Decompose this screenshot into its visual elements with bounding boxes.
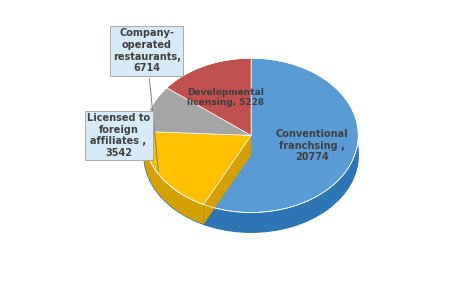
Polygon shape bbox=[204, 135, 251, 224]
Polygon shape bbox=[144, 88, 251, 135]
Polygon shape bbox=[204, 132, 358, 232]
Ellipse shape bbox=[144, 78, 358, 232]
Text: Licensed to
foreign
affiliates ,
3542: Licensed to foreign affiliates , 3542 bbox=[87, 108, 151, 158]
Polygon shape bbox=[204, 58, 358, 212]
Text: Conventional
franchsing ,
20774: Conventional franchsing , 20774 bbox=[275, 129, 348, 162]
Polygon shape bbox=[144, 133, 204, 224]
Text: Developmental
licensing, 5228: Developmental licensing, 5228 bbox=[187, 87, 264, 107]
Polygon shape bbox=[167, 58, 251, 135]
Text: Company-
operated
restaurants,
6714: Company- operated restaurants, 6714 bbox=[113, 28, 181, 172]
Polygon shape bbox=[204, 135, 251, 224]
Polygon shape bbox=[144, 131, 251, 204]
